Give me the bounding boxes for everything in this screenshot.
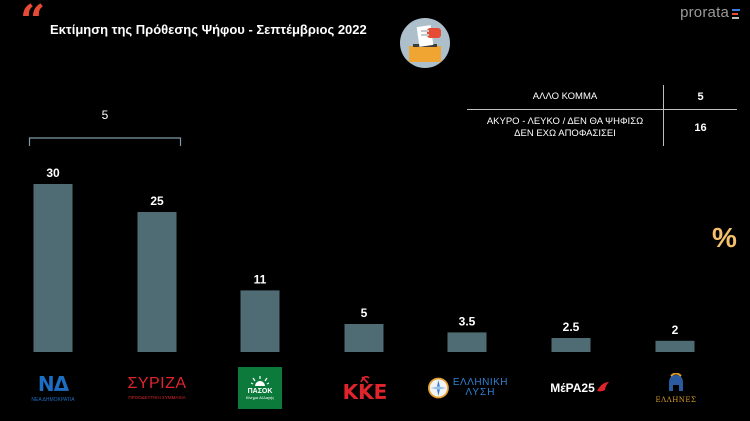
bird-icon [596,382,609,392]
ballot-box-icon [400,18,450,68]
bar-value-label: 3.5 [459,314,476,328]
compass-icon [428,377,449,399]
kke-logo: ΚΚΕ [340,366,390,410]
quote-mark: “ [20,0,46,47]
elliniki-lysi-logo-main: ΕΛΛΗΝΙΚΗ [452,376,508,388]
difference-label: 5 [102,108,109,122]
bar-value-label: 2.5 [563,320,580,334]
bar [447,332,487,352]
bar [240,290,280,352]
nd-logo-sub: ΝΕΑ ΔΗΜΟΚΡΑΤΙΑ [31,396,75,403]
bar-value-label: 11 [254,272,267,286]
side-table-row: ΑΚΥΡΟ - ΛΕΥΚΟ / ΔΕΝ ΘΑ ΨΗΦΙΣΩ ΔΕΝ ΕΧΩ ΑΠΟ… [467,109,737,146]
bar-value-label: 5 [361,306,368,320]
bar [655,340,695,352]
bar [551,338,591,352]
helmet-icon [668,372,683,391]
nd-logo: ΝΔ ΝΕΑ ΔΗΜΟΚΡΑΤΙΑ [22,366,84,410]
bar [344,324,384,352]
side-table-value: 5 [697,91,704,103]
bar [137,212,177,352]
chart-title: Εκτίμηση της Πρόθεσης Ψήφου - Σεπτέμβριο… [50,22,367,37]
pasok-logo-sub: Κίνημα Αλλαγής [245,395,275,400]
bar [33,184,73,352]
difference-bracket [28,137,182,146]
brand-name: prorata [680,4,729,21]
syriza-logo: ΣΥΡΙΖΑ ΠΡΟΟΔΕΥΤΙΚΗ ΣΥΜΜΑΧΙΑ [118,366,196,410]
syriza-logo-mark: ΣΥΡΙΖΑ [127,374,187,392]
sun-icon [251,376,269,386]
nd-logo-mark: ΝΔ [37,371,69,396]
mera25-logo-mark: ΜέΡΑ25 [550,381,595,395]
syriza-logo-sub: ΠΡΟΟΔΕΥΤΙΚΗ ΣΥΜΜΑΧΙΑ [128,394,186,400]
bar-value-label: 30 [46,166,60,180]
hammer-sickle-icon [360,375,370,384]
side-table-label-text: ΑΚΥΡΟ - ΛΕΥΚΟ / ΔΕΝ ΘΑ ΨΗΦΙΣΩ ΔΕΝ ΕΧΩ ΑΠΟ… [486,116,644,139]
pasok-logo: ΠΑΣΟΚ Κίνημα Αλλαγής [237,366,283,410]
side-table-row: ΑΛΛΟ ΚΟΜΜΑ 5 [467,85,737,109]
bar-value-label: 25 [150,194,164,208]
side-table-value: 16 [694,122,707,134]
ellines-logo: ΕΛΛΗΝΕΣ [648,366,704,410]
brand-logo: prorata [680,4,740,21]
side-table-label: ΑΚΥΡΟ - ΛΕΥΚΟ / ΔΕΝ ΘΑ ΨΗΦΙΣΩ ΔΕΝ ΕΧΩ ΑΠΟ… [467,110,664,146]
side-table: ΑΛΛΟ ΚΟΜΜΑ 5 ΑΚΥΡΟ - ΛΕΥΚΟ / ΔΕΝ ΘΑ ΨΗΦΙ… [467,85,737,146]
side-table-label: ΑΛΛΟ ΚΟΜΜΑ [467,85,664,109]
elliniki-lysi-logo: ΕΛΛΗΝΙΚΗ ΛΥΣΗ [428,366,508,410]
kke-logo-mark: ΚΚΕ [342,380,388,404]
ellines-logo-mark: ΕΛΛΗΝΕΣ [655,395,697,404]
percent-symbol: % [712,222,737,253]
pasok-logo-mark: ΠΑΣΟΚ [247,388,273,395]
mera25-logo: ΜέΡΑ25 [548,366,612,410]
brand-bars-icon [732,8,740,19]
bar-value-label: 2 [672,323,679,337]
elliniki-lysi-logo-sub: ΛΥΣΗ [465,387,496,398]
